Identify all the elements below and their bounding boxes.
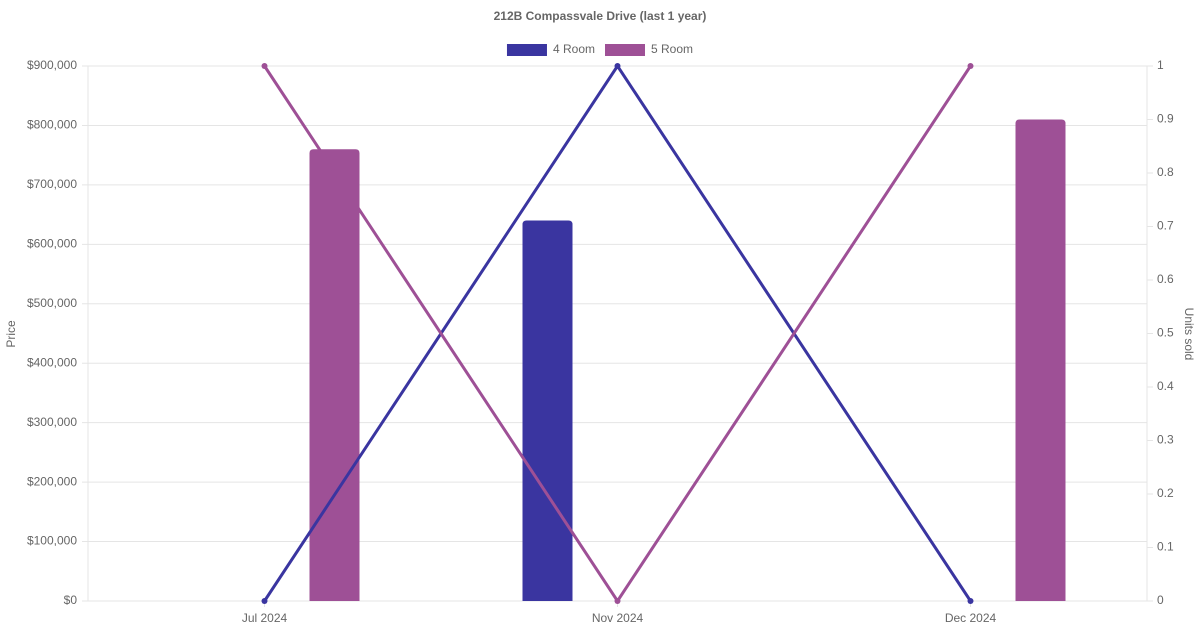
bar <box>1015 119 1066 601</box>
y2-tick-label: 0.4 <box>1157 379 1174 393</box>
y2-tick-label: 0.3 <box>1157 433 1174 447</box>
line-point <box>261 598 268 604</box>
line <box>263 65 972 604</box>
line-point <box>967 63 974 69</box>
y2-tick-label: 0.2 <box>1157 486 1174 500</box>
y-tick-label: $300,000 <box>27 415 77 429</box>
y-tick-label: $500,000 <box>27 296 77 310</box>
y2-tick-label: 0.7 <box>1157 219 1174 233</box>
y-tick-label: $800,000 <box>27 118 77 132</box>
line-point <box>614 63 621 69</box>
legend-swatch <box>605 44 645 56</box>
y2-tick-label: 0.5 <box>1157 326 1174 340</box>
bar <box>309 149 360 601</box>
y-tick-label: $700,000 <box>27 177 77 191</box>
y2-axis-label: Units sold <box>1182 308 1196 361</box>
y-tick-label: $600,000 <box>27 237 77 251</box>
y-tick-label: $400,000 <box>27 355 77 369</box>
x-tick-label: Nov 2024 <box>592 611 644 625</box>
line <box>263 63 972 602</box>
legend-label: 4 Room <box>553 42 595 56</box>
y-tick-label: $900,000 <box>27 58 77 72</box>
y2-tick-label: 0 <box>1157 593 1164 607</box>
legend-label: 5 Room <box>651 42 693 56</box>
legend-swatch <box>506 44 547 56</box>
line-point <box>614 598 621 604</box>
y2-tick-label: 0.8 <box>1157 165 1174 179</box>
y2-tick-label: 1 <box>1157 58 1164 72</box>
y-axis-label: Price <box>4 320 18 348</box>
line-point <box>261 63 268 69</box>
y-tick-label: $200,000 <box>27 474 77 488</box>
bar <box>522 220 573 602</box>
chart-title: 212B Compassvale Drive (last 1 year) <box>494 9 707 23</box>
y-tick-label: $100,000 <box>27 534 77 548</box>
line-point <box>967 598 974 604</box>
y2-tick-label: 0.9 <box>1157 112 1174 126</box>
x-tick-label: Dec 2024 <box>945 611 997 625</box>
y2-tick-label: 0.6 <box>1157 272 1174 286</box>
y-tick-label: $0 <box>64 593 78 607</box>
x-tick-label: Jul 2024 <box>242 611 288 625</box>
y2-tick-label: 0.1 <box>1157 540 1174 554</box>
